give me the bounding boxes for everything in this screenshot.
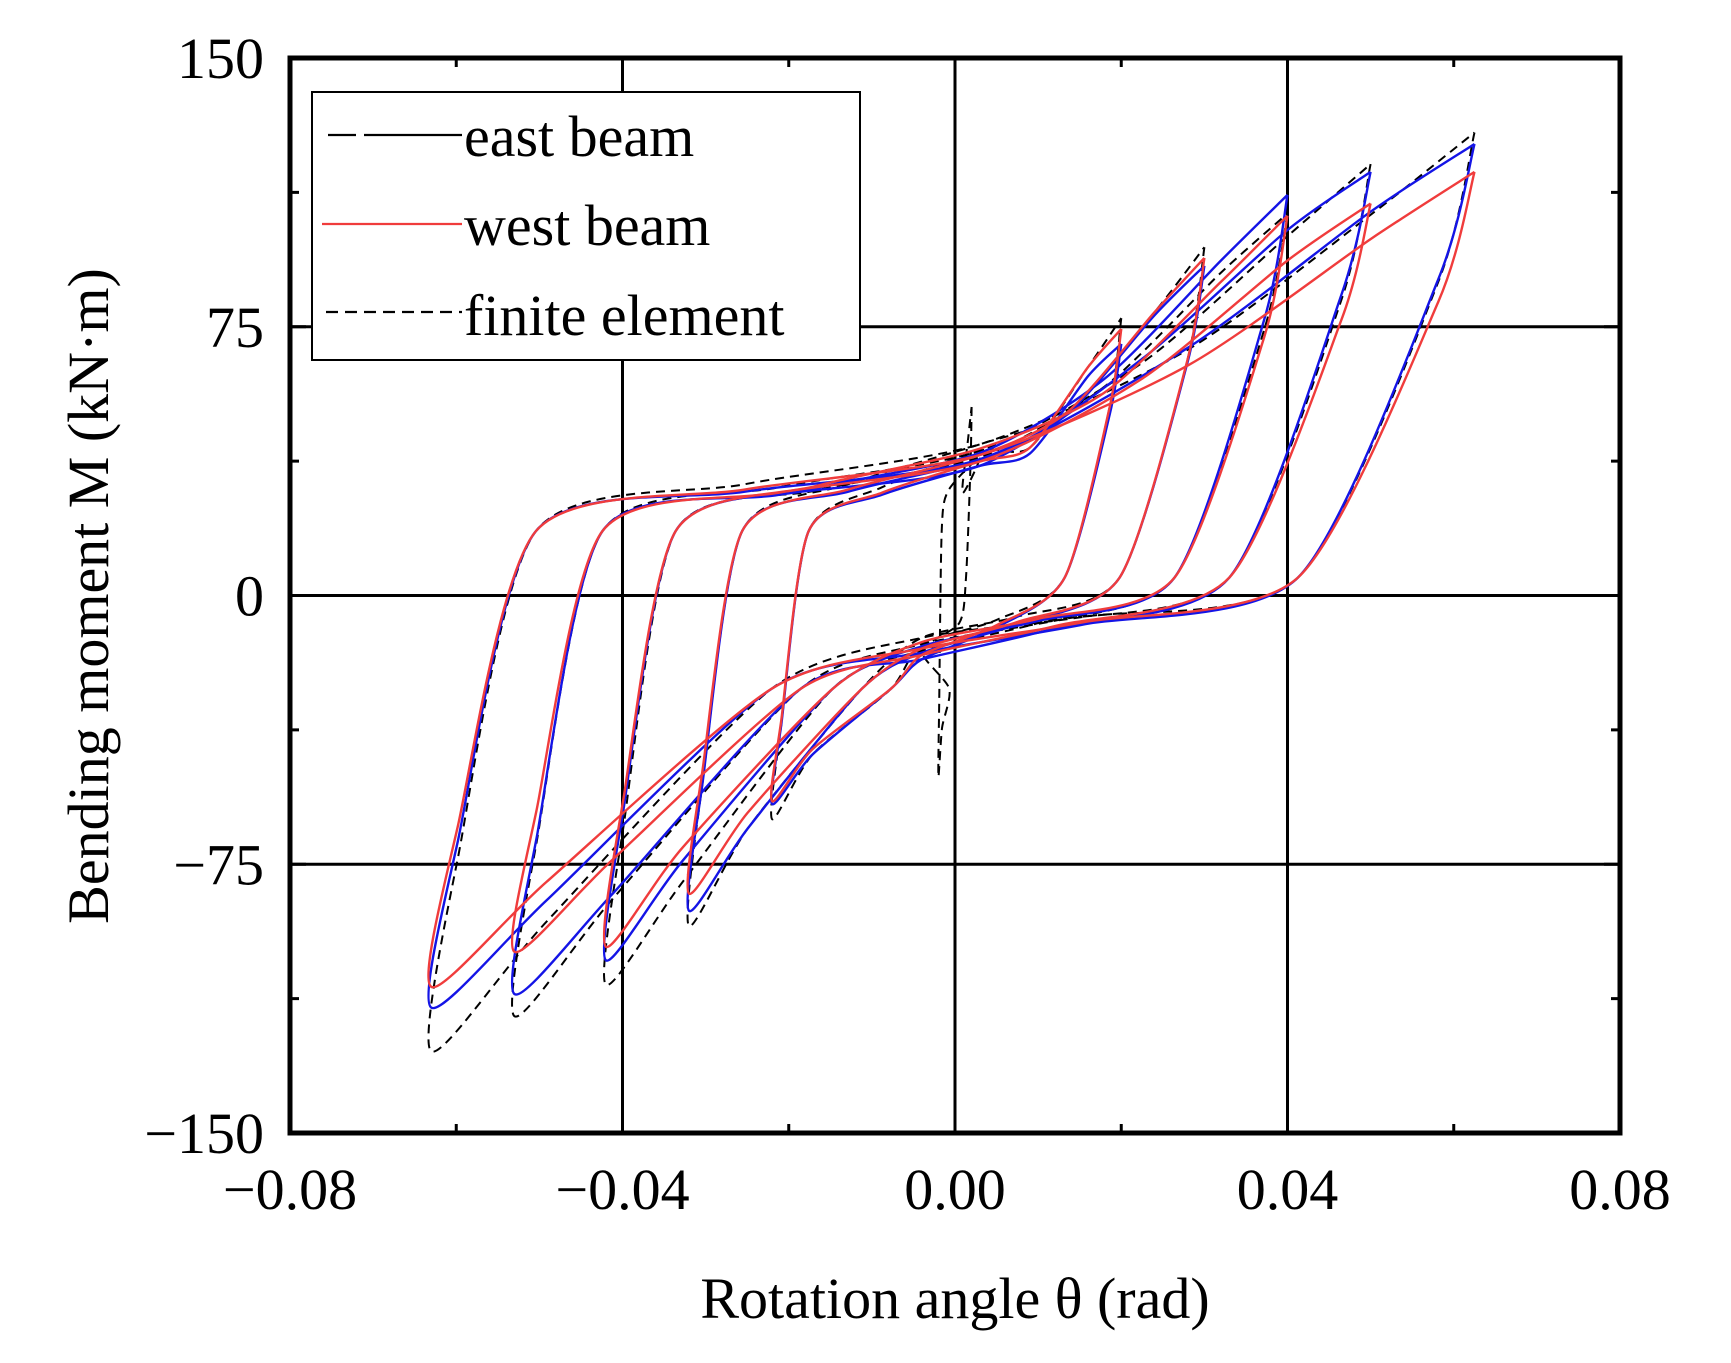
hysteresis-loop xyxy=(769,328,1123,803)
series-layer xyxy=(427,131,1476,1053)
series-west-beam xyxy=(427,170,1476,989)
y-tick-label: 0 xyxy=(235,564,264,629)
y-tick-labels: −150 −75 0 75 150 xyxy=(144,26,264,1166)
legend-box xyxy=(311,91,861,361)
hysteresis-loop xyxy=(686,257,1206,895)
legend-label-east-beam: east beam xyxy=(464,104,694,169)
legend-label-west-beam: west beam xyxy=(464,193,710,258)
x-tick-label: −0.04 xyxy=(555,1157,689,1222)
hysteresis-loop xyxy=(770,317,1123,821)
hysteresis-loop xyxy=(920,406,981,778)
hysteresis-loop xyxy=(427,142,1476,1010)
hysteresis-loop xyxy=(602,214,1289,948)
y-tick-label: −150 xyxy=(144,1101,264,1166)
x-tick-labels: −0.08 −0.04 0.00 0.04 0.08 xyxy=(223,1157,1671,1222)
hysteresis-loop xyxy=(686,264,1206,913)
axis-ticks xyxy=(288,56,1622,1135)
x-tick-label: 0.08 xyxy=(1569,1157,1671,1222)
legend: east beam west beam finite element xyxy=(311,91,861,361)
x-tick-label: 0.04 xyxy=(1237,1157,1339,1222)
x-tick-label: 0.00 xyxy=(904,1157,1006,1222)
y-tick-label: −75 xyxy=(173,832,264,897)
x-axis-title: Rotation angle θ (rad) xyxy=(700,1266,1209,1331)
y-tick-label: 75 xyxy=(206,295,264,360)
y-axis-title: Bending moment M (kN·m) xyxy=(56,268,121,924)
legend-label-finite-element: finite element xyxy=(464,283,784,348)
y-tick-label: 150 xyxy=(177,26,264,91)
hysteresis-loop xyxy=(427,170,1476,989)
x-tick-label: −0.08 xyxy=(223,1157,357,1222)
